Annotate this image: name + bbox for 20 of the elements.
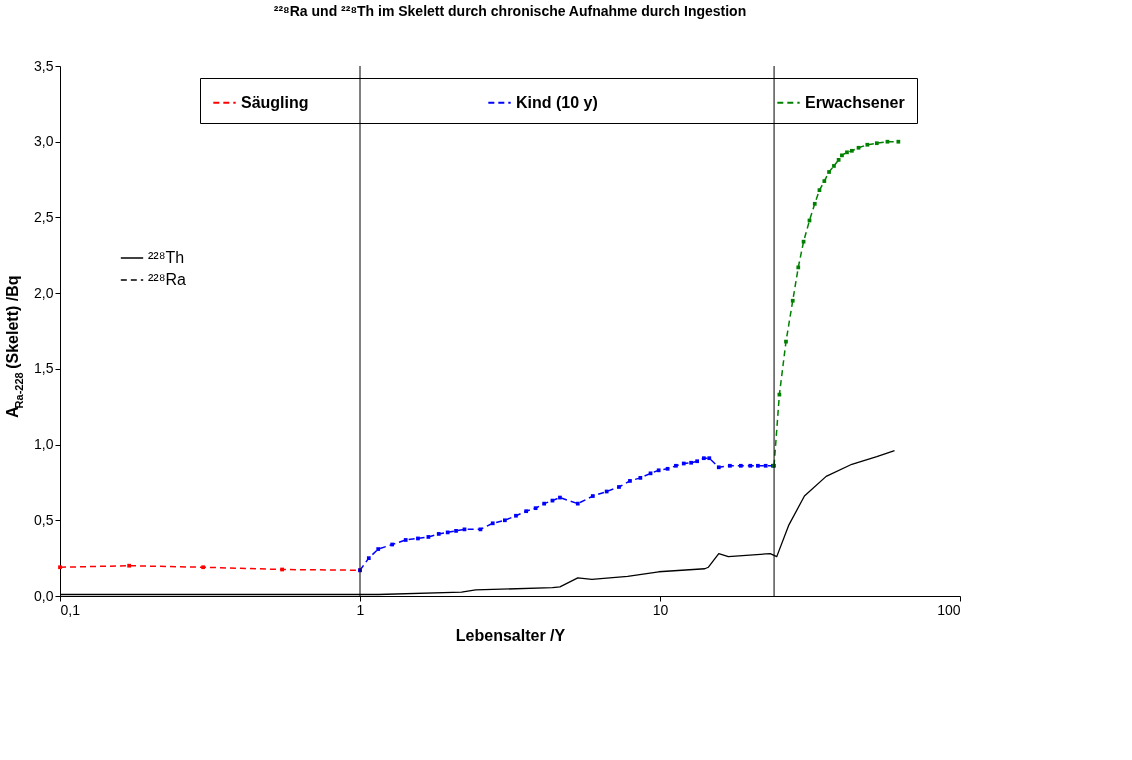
y-tick-label: 2,5	[34, 208, 54, 225]
x-tick-label: 0,1	[60, 601, 81, 618]
x-tick-label: 10	[652, 601, 669, 618]
y-tick-label: 1,5	[34, 360, 54, 377]
x-tick-label: 1	[356, 601, 365, 618]
legend-label: Erwachsener	[805, 93, 905, 111]
x-axis-title: Lebensalter /Y	[455, 626, 566, 644]
y-axis-title: ARa-228(Skelett) /Bq	[4, 275, 25, 418]
y-tick-label: 2,0	[34, 284, 54, 301]
y-tick-label: 3,5	[34, 57, 54, 74]
legend-label: Säugling	[241, 93, 309, 111]
annotation: ²²⁸Ra	[148, 271, 186, 288]
chart-title: ²²⁸Ra und ²²⁸Th im Skelett durch chronische Aufnahme durch Ingestion	[273, 3, 747, 19]
y-tick-label: 0,0	[34, 587, 54, 604]
y-tick-label: 0,5	[34, 511, 54, 528]
legend-label: ²²⁸Th	[148, 249, 185, 266]
y-tick-label: 1,0	[34, 436, 54, 453]
legend-label: Kind (10 y)	[516, 93, 598, 111]
x-tick-label: 100	[937, 601, 961, 618]
y-tick-label: 3,0	[34, 133, 54, 150]
